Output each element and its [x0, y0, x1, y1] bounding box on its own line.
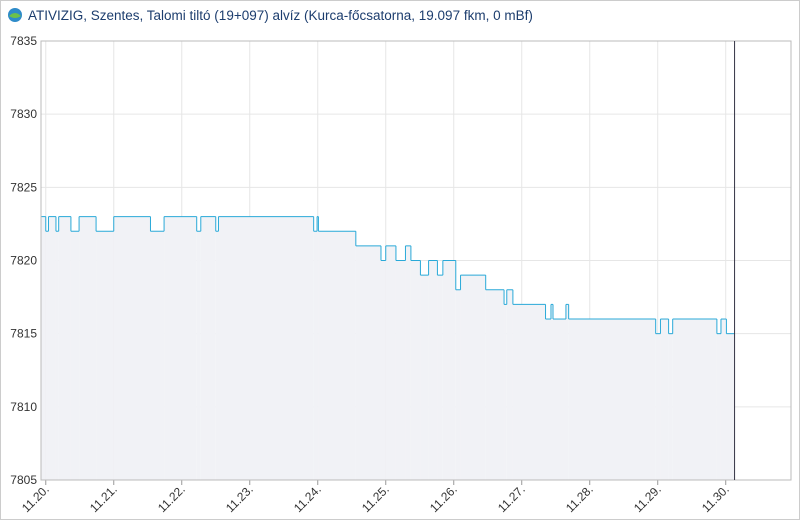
area-step	[395, 260, 406, 480]
area-step	[196, 231, 201, 480]
title-bar: ATIVIZIG, Szentes, Talomi tiltó (19+097)…	[7, 7, 533, 23]
x-tick-label: 11.24.	[291, 482, 324, 515]
area-step	[485, 289, 505, 480]
x-tick-label: 11.23.	[223, 482, 256, 515]
area-step	[70, 231, 80, 480]
x-tick-label: 11.20.	[19, 482, 52, 515]
plot-frame	[40, 40, 792, 481]
area-step	[553, 319, 566, 480]
area-step	[565, 304, 569, 480]
area-step	[79, 216, 97, 480]
area-step	[215, 231, 219, 480]
area-step	[428, 260, 438, 480]
area-step	[218, 216, 314, 480]
area-step	[200, 216, 216, 480]
area-step	[437, 275, 443, 480]
logo-icon	[8, 8, 22, 22]
y-tick-label: 7820	[10, 254, 37, 268]
area-step	[512, 304, 546, 480]
area-step	[355, 245, 381, 480]
x-tick-label: 11.28.	[563, 482, 596, 515]
area-step	[455, 289, 461, 480]
area-step	[313, 231, 318, 480]
area-step	[568, 319, 656, 480]
area-step	[460, 275, 486, 480]
area-step	[672, 319, 717, 480]
area-step	[380, 260, 386, 480]
area-step	[726, 333, 735, 480]
area-step	[58, 216, 71, 480]
area-step	[420, 275, 429, 480]
y-tick-label: 7815	[10, 327, 37, 341]
area-step	[113, 216, 151, 480]
x-tick-label: 11.29.	[631, 482, 664, 515]
area-step	[442, 260, 456, 480]
area-step	[504, 304, 507, 480]
area-step	[716, 333, 721, 480]
area-step	[550, 304, 554, 480]
area-step	[506, 289, 513, 480]
x-tick-label: 11.27.	[495, 482, 528, 515]
area-step	[318, 231, 356, 480]
area-step	[317, 216, 319, 480]
x-tick-label: 11.21.	[87, 482, 120, 515]
area-step	[41, 216, 46, 480]
area-step	[410, 260, 421, 480]
area-step	[405, 245, 411, 480]
area-step	[45, 231, 49, 480]
area-step	[655, 333, 661, 480]
area-step	[48, 216, 56, 480]
y-tick-label: 7835	[10, 34, 37, 48]
area-step	[55, 231, 59, 480]
area-step	[96, 231, 114, 480]
area-step	[150, 231, 165, 480]
y-tick-label: 7810	[10, 400, 37, 414]
area-step	[164, 216, 197, 480]
area-step	[660, 319, 669, 480]
area-step	[545, 319, 551, 480]
x-tick-label: 11.25.	[359, 482, 392, 515]
area-step	[720, 319, 727, 480]
y-tick-label: 7825	[10, 180, 37, 194]
x-tick-label: 11.30.	[699, 482, 732, 515]
x-tick-label: 11.22.	[155, 482, 188, 515]
y-tick-label: 7805	[10, 473, 37, 487]
area-step	[668, 333, 673, 480]
x-tick-label: 11.26.	[427, 482, 460, 515]
chart-title: ATIVIZIG, Szentes, Talomi tiltó (19+097)…	[28, 7, 533, 23]
area-step	[385, 245, 396, 480]
y-tick-label: 7830	[10, 107, 37, 121]
